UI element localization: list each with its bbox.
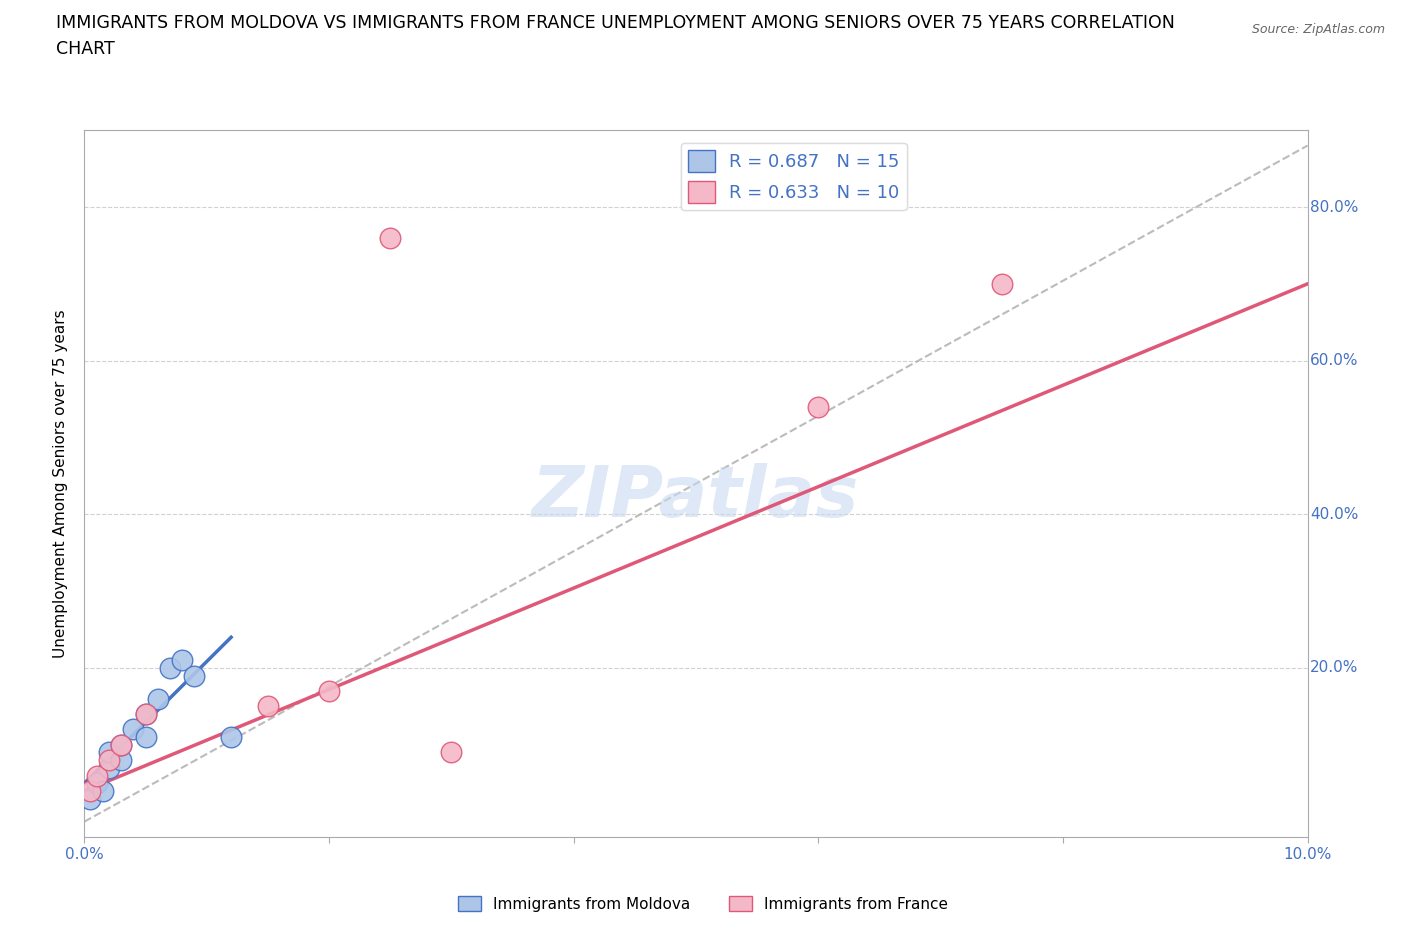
Point (86, 776, 108, 790)
Point (807, 399, 830, 414)
Point (79, 783, 101, 798)
Point (79, 791, 101, 806)
Point (146, 691, 169, 706)
Point (91, 783, 114, 798)
Text: 60.0%: 60.0% (1310, 353, 1358, 368)
Text: 20.0%: 20.0% (1310, 660, 1358, 675)
Point (991, 276, 1014, 291)
Point (135, 707, 157, 722)
Text: CHART: CHART (56, 40, 115, 58)
Point (440, 745, 463, 760)
Text: 40.0%: 40.0% (1310, 507, 1358, 522)
Legend: Immigrants from Moldova, Immigrants from France: Immigrants from Moldova, Immigrants from… (451, 889, 955, 918)
Point (257, 699, 280, 714)
Text: IMMIGRANTS FROM MOLDOVA VS IMMIGRANTS FROM FRANCE UNEMPLOYMENT AMONG SENIORS OVE: IMMIGRANTS FROM MOLDOVA VS IMMIGRANTS FR… (56, 14, 1175, 32)
Text: 80.0%: 80.0% (1310, 200, 1358, 215)
Point (183, 669, 205, 684)
Point (219, 730, 242, 745)
Point (110, 737, 132, 752)
Y-axis label: Unemployment Among Seniors over 75 years: Unemployment Among Seniors over 75 years (53, 310, 69, 658)
Point (159, 660, 181, 675)
Point (122, 722, 145, 737)
Legend: R = 0.687   N = 15, R = 0.633   N = 10: R = 0.687 N = 15, R = 0.633 N = 10 (681, 143, 907, 210)
Point (97, 745, 120, 760)
Point (110, 752, 132, 767)
Point (380, 231, 402, 246)
Point (135, 730, 157, 745)
Point (97, 752, 120, 767)
Text: ZIPatlas: ZIPatlas (533, 463, 859, 532)
Point (318, 684, 340, 698)
Point (110, 737, 132, 752)
Point (135, 707, 157, 722)
Text: Source: ZipAtlas.com: Source: ZipAtlas.com (1251, 23, 1385, 36)
Point (86, 768, 108, 783)
Point (97, 761, 120, 776)
Point (172, 653, 194, 668)
